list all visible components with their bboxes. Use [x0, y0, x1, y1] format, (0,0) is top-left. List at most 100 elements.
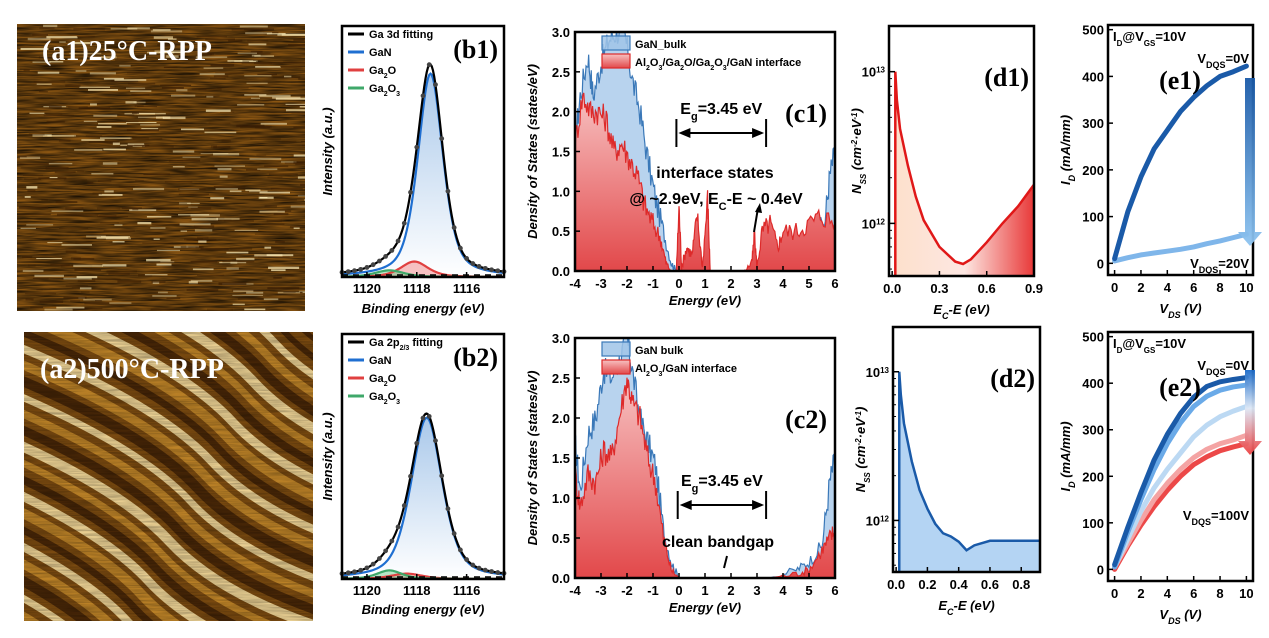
afm-texture-streak [36, 83, 52, 85]
afm-texture-streak [96, 236, 129, 239]
x-tick-label: 2 [1137, 280, 1144, 295]
y-tick-label: 0.5 [552, 224, 570, 239]
afm-texture-streak [100, 222, 119, 224]
text-run: @ ~2.9eV, E [629, 191, 719, 208]
afm-texture-streak [254, 62, 283, 64]
text-run: I [1058, 488, 1073, 492]
afm-texture-streak [256, 154, 267, 156]
afm-texture-streak [192, 268, 214, 271]
data-point [433, 82, 438, 88]
afm-texture-streak [228, 39, 243, 42]
text-run: 3 [658, 371, 662, 378]
afm-texture-streak [60, 264, 93, 268]
x-tick-label: -3 [595, 276, 607, 291]
afm-texture-streak [288, 44, 305, 47]
x-axis-label: VDS (V) [1159, 607, 1201, 626]
afm-texture-streak [220, 111, 235, 113]
afm-texture-streak [264, 205, 277, 208]
afm-texture-streak [219, 175, 228, 178]
chart-c1: -4 -3 -2 -1 0 1 2 3 4 5 6 0.0 0.5 1.0 1.5 2.0 2.5 3.0 Ener… [525, 25, 839, 308]
text-run: 2 [384, 91, 388, 98]
afm-texture-streak [19, 68, 49, 71]
afm-texture-streak [150, 227, 166, 229]
afm-texture-streak [114, 79, 147, 82]
afm-texture-streak [58, 139, 71, 142]
afm-texture-streak [246, 82, 268, 84]
text-run: /GaN interface [662, 363, 737, 375]
afm-texture-streak [230, 261, 238, 264]
afm-texture-streak [27, 189, 36, 193]
afm-texture-streak [164, 181, 193, 183]
y-tick-label: 1012 [866, 513, 890, 528]
text-run: (V) [1181, 607, 1202, 622]
x-tick-label: -1 [647, 583, 659, 598]
text-run: O [388, 391, 397, 403]
afm-texture-streak [59, 41, 66, 43]
afm-texture-streak [213, 152, 240, 156]
afm-texture-streak [65, 285, 88, 287]
bandgap-arrowhead-left [678, 128, 691, 138]
afm-texture-streak [137, 116, 164, 119]
afm-texture-streak [25, 292, 57, 295]
afm-texture-streak [205, 109, 231, 112]
afm-texture-streak [125, 87, 146, 90]
chart-b1: 1120 1118 1116 Binding energy (eV) Intensity… [320, 24, 507, 316]
text-run: E [680, 101, 691, 118]
text-run: 2/3 [400, 345, 410, 352]
y-tick-label: 200 [1082, 469, 1104, 484]
afm-texture-streak [215, 188, 238, 190]
afm-texture-streak [232, 294, 264, 296]
x-tick-label: 1116 [453, 583, 481, 598]
data-point [457, 245, 463, 251]
afm-texture-streak [259, 94, 291, 98]
data-point [470, 562, 476, 568]
afm-texture-streak [23, 69, 30, 72]
afm-texture-streak [140, 124, 161, 126]
afm-texture-streak [48, 162, 73, 165]
afm-texture-streak [260, 122, 287, 125]
afm-texture-streak [136, 112, 166, 115]
afm-texture-streak [84, 302, 110, 305]
text-run: =10V [1155, 29, 1186, 44]
plot-area [575, 32, 835, 271]
afm-texture-streak [281, 140, 297, 143]
afm-texture-streak [236, 257, 255, 261]
text-run: =0V [1226, 51, 1250, 66]
text-run: 2 [384, 381, 388, 388]
data-point [489, 267, 494, 273]
x-tick-label: 0 [1111, 586, 1118, 601]
text-run: GaN [369, 355, 392, 367]
afm-texture-streak [277, 291, 301, 294]
legend-label-3: Ga2O3 [369, 391, 400, 406]
afm-texture-streak [157, 291, 168, 294]
afm-texture-streak [79, 86, 111, 88]
text-run: N [849, 184, 864, 194]
afm-texture-streak [39, 27, 55, 29]
annotation-bias-condition: ID@VGS=10V [1113, 29, 1186, 48]
annotation-interface-energy: @ ~2.9eV, EC-E ~ 0.4eV [629, 191, 803, 213]
afm-texture-streak [179, 223, 211, 226]
trend-arrow [1238, 78, 1262, 246]
bandgap-label: Eg=3.45 eV [681, 473, 763, 495]
afm-texture-streak [91, 172, 114, 175]
afm-texture-streak [77, 279, 96, 282]
afm-texture-streak [100, 56, 117, 59]
legend-label-0: Ga 2p2/3 fitting [369, 337, 443, 352]
afm-texture-streak [55, 201, 78, 203]
afm-texture-streak [124, 87, 152, 89]
y-tick-label: 500 [1082, 330, 1104, 345]
afm-texture-streak [22, 269, 44, 272]
text-run: 2 [680, 65, 684, 72]
afm-texture-streak [181, 128, 205, 131]
afm-texture-streak [234, 60, 258, 63]
afm-texture-streak [121, 207, 142, 209]
text-run: O [388, 373, 397, 385]
x-axis-label: VDS (V) [1159, 301, 1201, 320]
afm-texture-streak [112, 241, 125, 243]
text-run: 12 [876, 217, 885, 226]
annotation-interface-states: interface states [656, 165, 773, 182]
afm-texture-streak [25, 298, 34, 301]
id-curve-vdqs50v [1112, 403, 1249, 570]
x-tick-label: 1120 [353, 281, 381, 296]
text-run: V [1159, 301, 1169, 316]
